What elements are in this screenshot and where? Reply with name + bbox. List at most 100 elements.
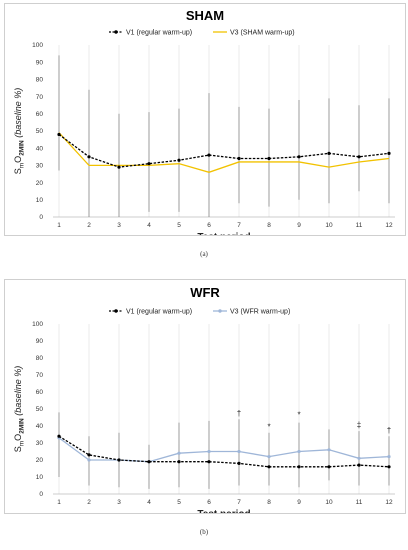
y-tick-label: 30 bbox=[36, 163, 44, 170]
x-tick-label: 7 bbox=[237, 499, 241, 506]
x-tick-label: 8 bbox=[267, 222, 271, 229]
legend-marker-1 bbox=[218, 309, 222, 313]
x-tick-label: 8 bbox=[267, 499, 271, 506]
series-1-point-5 bbox=[177, 451, 181, 455]
sham-chart: SHAM V1 (regular warm-up) V3 (SHAM warm-up… bbox=[13, 8, 395, 235]
y-tick-label: 100 bbox=[32, 42, 43, 49]
x-tick-label: 12 bbox=[385, 499, 393, 506]
series-0-point-7 bbox=[237, 156, 241, 161]
x-tick-label: 4 bbox=[147, 222, 151, 229]
significance-marker-11: ‡ bbox=[357, 421, 361, 430]
y-tick-label: 10 bbox=[36, 474, 44, 481]
y-axis-label: SmO2MIN (baseline %) bbox=[13, 88, 26, 175]
series-1-point-6 bbox=[207, 449, 211, 454]
y-tick-label: 100 bbox=[32, 321, 43, 328]
series-0-point-11 bbox=[357, 155, 361, 159]
x-tick-label: 2 bbox=[87, 499, 91, 506]
x-tick-label: 5 bbox=[177, 499, 181, 506]
series-0-point-12 bbox=[387, 151, 391, 155]
caption-b: (b) bbox=[199, 528, 209, 536]
x-tick-label: 10 bbox=[325, 499, 333, 506]
series-0-point-2 bbox=[87, 453, 91, 457]
chart-title: SHAM bbox=[186, 8, 224, 23]
series-1-point-11 bbox=[357, 456, 361, 460]
y-axis-label: SmO2MIN (baseline %) bbox=[13, 366, 26, 453]
significance-marker-8: * bbox=[267, 422, 270, 431]
series-0-point-10 bbox=[327, 151, 331, 155]
significance-marker-7: † bbox=[237, 409, 241, 418]
series-0-point-1 bbox=[57, 132, 61, 137]
wfr-chart: WFR V1 (regular warm-up) V3 (WFR warm-up) 0… bbox=[13, 285, 395, 513]
x-tick-label: 6 bbox=[207, 499, 211, 506]
x-axis-label: Test period bbox=[197, 232, 250, 235]
y-tick-label: 50 bbox=[36, 128, 44, 135]
series-0-point-5 bbox=[177, 460, 181, 464]
series-line-1 bbox=[58, 437, 390, 463]
x-tick-label: 1 bbox=[57, 499, 61, 506]
series-line-0 bbox=[58, 133, 390, 168]
legend-label-0: V1 (regular warm-up) bbox=[126, 309, 192, 316]
y-tick-label: 70 bbox=[36, 372, 44, 379]
significance-marker-9: * bbox=[297, 411, 300, 420]
series-1-point-2 bbox=[87, 458, 91, 462]
y-tick-label: 50 bbox=[36, 406, 44, 413]
series-1-point-10 bbox=[327, 448, 331, 452]
y-tick-label: 20 bbox=[36, 180, 44, 187]
y-tick-label: 30 bbox=[36, 440, 44, 447]
y-tick-label: 40 bbox=[36, 145, 44, 152]
x-tick-label: 5 bbox=[177, 222, 181, 229]
x-tick-label: 11 bbox=[356, 499, 363, 506]
y-tick-label: 0 bbox=[39, 491, 43, 498]
chart-panel-wfr: WFR V1 (regular warm-up) V3 (WFR warm-up) 0… bbox=[4, 279, 406, 514]
y-tick-label: 10 bbox=[36, 197, 44, 204]
series-1-point-9 bbox=[297, 449, 301, 454]
legend: V1 (regular warm-up) V3 (SHAM warm-up) bbox=[109, 30, 295, 37]
chart-panel-sham: SHAM V1 (regular warm-up) V3 (SHAM warm-up… bbox=[4, 3, 406, 236]
legend-label-1: V3 (WFR warm-up) bbox=[230, 309, 290, 316]
series-0-point-9 bbox=[297, 465, 301, 469]
y-tick-label: 60 bbox=[36, 389, 44, 396]
x-tick-label: 1 bbox=[57, 222, 61, 229]
x-tick-label: 7 bbox=[237, 222, 241, 229]
series-0-point-7 bbox=[237, 461, 241, 465]
series-line-1 bbox=[58, 132, 390, 173]
series-line-0 bbox=[58, 435, 390, 468]
series-0-point-5 bbox=[177, 158, 181, 162]
x-tick-label: 11 bbox=[356, 222, 363, 229]
y-tick-label: 40 bbox=[36, 423, 44, 430]
y-tick-label: 90 bbox=[36, 59, 44, 66]
series-1-point-12 bbox=[387, 455, 391, 459]
x-tick-label: 10 bbox=[325, 222, 333, 229]
series-0-point-9 bbox=[297, 155, 301, 159]
chart-title: WFR bbox=[190, 285, 220, 300]
x-tick-label: 3 bbox=[117, 499, 121, 506]
series-0-point-4 bbox=[147, 460, 151, 464]
x-tick-label: 9 bbox=[297, 499, 301, 506]
legend: V1 (regular warm-up) V3 (WFR warm-up) bbox=[109, 309, 290, 316]
y-tick-label: 60 bbox=[36, 111, 44, 118]
y-tick-label: 80 bbox=[36, 77, 44, 84]
x-tick-label: 4 bbox=[147, 499, 151, 506]
series-0-point-3 bbox=[117, 165, 121, 169]
x-tick-label: 12 bbox=[385, 222, 393, 229]
legend-marker-0 bbox=[114, 309, 118, 313]
legend-label-1: V3 (SHAM warm-up) bbox=[230, 30, 295, 37]
y-tick-label: 90 bbox=[36, 338, 44, 345]
series-0-point-12 bbox=[387, 465, 391, 469]
series-0-point-11 bbox=[357, 463, 361, 467]
significance-marker-12: † bbox=[387, 426, 391, 435]
series-0-point-8 bbox=[267, 465, 271, 469]
caption-a: (a) bbox=[200, 250, 208, 258]
series-1-point-8 bbox=[267, 455, 271, 459]
x-tick-label: 2 bbox=[87, 222, 91, 229]
series-1-point-7 bbox=[237, 449, 241, 454]
x-tick-label: 3 bbox=[117, 222, 121, 229]
legend-marker-0 bbox=[114, 30, 118, 34]
series-0-point-10 bbox=[327, 465, 331, 469]
x-tick-label: 6 bbox=[207, 222, 211, 229]
series-0-point-2 bbox=[87, 155, 91, 159]
series-0-point-4 bbox=[147, 162, 151, 166]
y-tick-label: 20 bbox=[36, 457, 44, 464]
series-0-point-6 bbox=[207, 460, 211, 464]
series-0-point-6 bbox=[207, 153, 211, 157]
